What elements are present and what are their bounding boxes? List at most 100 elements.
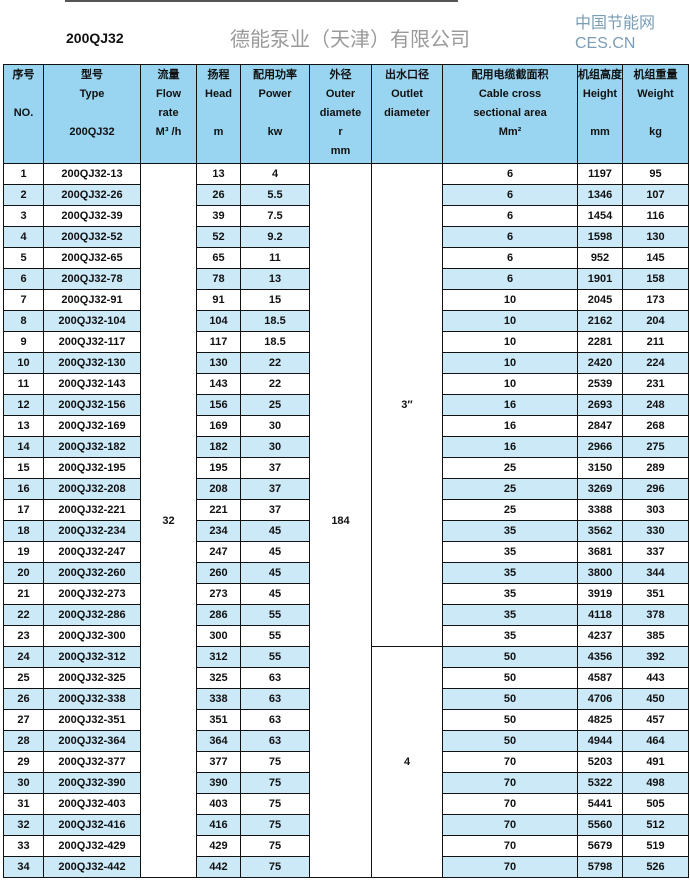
table-cell: 4587 xyxy=(577,667,623,689)
table-cell: 117 xyxy=(196,331,241,353)
header-en: M³ /h xyxy=(155,126,182,138)
table-cell: 464 xyxy=(622,730,689,752)
table-cell: 200QJ32-364 xyxy=(43,730,141,752)
table-row: 33 200QJ32-429 429 75 70 5679 519 xyxy=(3,835,689,857)
table-cell: 5203 xyxy=(577,751,623,773)
header-en xyxy=(197,104,240,123)
table-cell: 204 xyxy=(622,310,689,332)
table-cell: 75 xyxy=(240,751,310,773)
table-cell: 2045 xyxy=(577,289,623,311)
table-cell: 173 xyxy=(622,289,689,311)
table-cell: 26 xyxy=(196,184,241,206)
table-cell: 25 xyxy=(442,478,578,500)
column-header: 机组高度 Height mm xyxy=(577,64,623,164)
table-cell: 2281 xyxy=(577,331,623,353)
table-cell: 18.5 xyxy=(240,331,310,353)
table-cell: 3800 xyxy=(577,562,623,584)
table-cell: 14 xyxy=(3,436,44,458)
table-cell: 50 xyxy=(442,667,578,689)
table-cell: 2539 xyxy=(577,373,623,395)
table-cell: 3919 xyxy=(577,583,623,605)
table-cell: 50 xyxy=(442,646,578,668)
table-cell: 200QJ32-286 xyxy=(43,604,141,626)
header-en xyxy=(578,104,622,123)
table-cell: 3 xyxy=(3,205,44,227)
table-cell: 200QJ32-234 xyxy=(43,520,141,542)
table-cell: 364 xyxy=(196,730,241,752)
table-cell: 7.5 xyxy=(240,205,310,227)
table-cell: 200QJ32-312 xyxy=(43,646,141,668)
table-cell: 25 xyxy=(240,394,310,416)
table-cell: 2966 xyxy=(577,436,623,458)
header-en: mm xyxy=(590,126,610,138)
table-row: 15 200QJ32-195 195 37 25 3150 289 xyxy=(3,457,689,479)
header-en: 200QJ32 xyxy=(69,126,115,138)
table-cell: 200QJ32-260 xyxy=(43,562,141,584)
table-cell: 2847 xyxy=(577,415,623,437)
table-cell: 234 xyxy=(196,520,241,542)
table-cell: 13 xyxy=(240,268,310,290)
header-en: r xyxy=(338,126,343,138)
table-cell: 32 xyxy=(3,814,44,836)
table-cell: 200QJ32-377 xyxy=(43,751,141,773)
table-cell: 11 xyxy=(240,247,310,269)
table-row: 24 200QJ32-312 312 55 4 50 4356 392 xyxy=(3,646,689,878)
table-cell: 200QJ32-91 xyxy=(43,289,141,311)
table-cell: 2693 xyxy=(577,394,623,416)
table-cell: 24 xyxy=(3,646,44,668)
table-cell: 3269 xyxy=(577,478,623,500)
table-cell: 78 xyxy=(196,268,241,290)
table-cell: 107 xyxy=(622,184,689,206)
table-cell: 200QJ32-78 xyxy=(43,268,141,290)
header-cn: 扬程 xyxy=(207,69,230,81)
table-cell: 450 xyxy=(622,688,689,710)
table-cell: 200QJ32-247 xyxy=(43,541,141,563)
header-en xyxy=(623,104,688,123)
table-cell: 4706 xyxy=(577,688,623,710)
table-cell: 10 xyxy=(3,352,44,374)
table-cell: 35 xyxy=(442,520,578,542)
table-cell: 143 xyxy=(196,373,241,395)
table-cell: 1346 xyxy=(577,184,623,206)
header-en: m xyxy=(213,126,224,138)
header-en: kg xyxy=(649,126,662,138)
table-cell: 416 xyxy=(196,814,241,836)
table-cell: 200QJ32-156 xyxy=(43,394,141,416)
table-cell: 75 xyxy=(240,835,310,857)
table-cell: 200QJ32-208 xyxy=(43,478,141,500)
table-cell: 33 xyxy=(3,835,44,857)
table-cell: 29 xyxy=(3,751,44,773)
table-cell: 200QJ32-300 xyxy=(43,625,141,647)
table-cell: 498 xyxy=(622,772,689,794)
header-cn: 型号 xyxy=(81,69,103,81)
table-cell: 104 xyxy=(196,310,241,332)
column-header: 外径 Outer diamete r mm xyxy=(309,64,372,164)
table-cell: 296 xyxy=(622,478,689,500)
table-cell: 2420 xyxy=(577,352,623,374)
table-cell: 10 xyxy=(442,310,578,332)
table-cell: 200QJ32-52 xyxy=(43,226,141,248)
table-cell: 491 xyxy=(622,751,689,773)
table-cell: 182 xyxy=(196,436,241,458)
table-cell: 55 xyxy=(240,646,310,668)
table-cell: 45 xyxy=(240,541,310,563)
table-cell: 16 xyxy=(3,478,44,500)
table-cell: 4237 xyxy=(577,625,623,647)
table-cell: 18 xyxy=(3,520,44,542)
table-cell: 26 xyxy=(3,688,44,710)
table-cell: 200QJ32-143 xyxy=(43,373,141,395)
table-cell: 19 xyxy=(3,541,44,563)
header-en: Weight xyxy=(637,88,674,100)
header-en: Outlet xyxy=(391,88,423,100)
table-cell: 37 xyxy=(240,478,310,500)
site-logo: 中国节能网 CES.CN xyxy=(575,14,655,54)
table-row: 10 200QJ32-130 130 22 10 2420 224 xyxy=(3,352,689,374)
table-cell: 10 xyxy=(442,289,578,311)
header-en: Cable cross xyxy=(478,88,542,100)
table-cell: 70 xyxy=(442,751,578,773)
table-cell: 325 xyxy=(196,667,241,689)
header-en: rate xyxy=(158,107,179,119)
table-cell: 20 xyxy=(3,562,44,584)
table-cell: 10 xyxy=(442,352,578,374)
table-cell: 70 xyxy=(442,793,578,815)
